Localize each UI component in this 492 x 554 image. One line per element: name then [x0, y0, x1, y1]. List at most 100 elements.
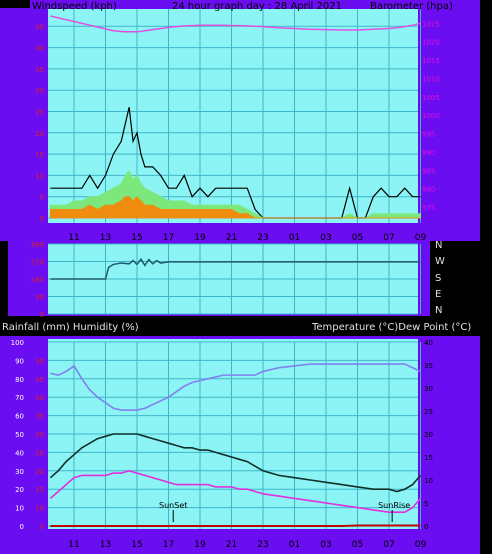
wind-y-tick: 30 [35, 87, 44, 95]
humidity-y-tick: 20 [15, 486, 24, 494]
humidity-y-tick: 60 [15, 413, 24, 421]
temp-x-tick: 21 [226, 540, 237, 550]
humidity-y-tick: 40 [15, 449, 24, 457]
barometer-y-tick: 990 [422, 149, 435, 157]
rain-y-tick: 25 [35, 449, 44, 457]
wind-y-tick: 0 [40, 215, 44, 223]
rain-y-tick: 30 [35, 431, 44, 439]
barometer-y-tick: 1015 [422, 57, 440, 65]
barometer-axis-title: Barometer (hpa) [370, 1, 453, 12]
temp-x-tick: 19 [194, 540, 206, 550]
rain-humidity-axis-title: Rainfall (mm) Humidity (%) [2, 322, 139, 333]
barometer-y-tick: 1000 [422, 112, 440, 120]
compass-label-w: W [435, 256, 445, 267]
barometer-y-tick: 1005 [422, 94, 440, 102]
temp-x-tick: 05 [352, 540, 363, 550]
temp-series [49, 363, 422, 527]
temperature-line [49, 433, 422, 493]
wind-axis-title: Windspeed (kph) [32, 1, 117, 12]
humidity-y-tick: 50 [15, 431, 24, 439]
barometer-y-tick: 975 [422, 204, 435, 212]
direction-series [50, 257, 421, 280]
humidity-y-tick: 70 [15, 394, 24, 402]
temp-x-tick: 09 [415, 540, 427, 550]
wind-x-tick: 19 [194, 233, 206, 243]
temp-x-tick: 01 [289, 540, 300, 550]
compass-label-s: S [435, 273, 441, 284]
humidity-line [50, 363, 421, 411]
temp-x-tick: 07 [383, 540, 394, 550]
temp-dew-axis-title: Temperature (°C)Dew Point (°C) [311, 322, 471, 333]
sunrise-label: SunRise [378, 501, 410, 510]
sunset-label: SunSet [159, 501, 187, 510]
temp-x-tick: 15 [131, 540, 142, 550]
wind-series [49, 15, 421, 219]
rain-y-tick: 10 [35, 505, 44, 513]
humidity-y-tick: 30 [15, 468, 24, 476]
wind-x-tick: 11 [68, 233, 79, 243]
barometer-y-tick: 995 [422, 131, 435, 139]
temp-x-tick: 17 [163, 540, 174, 550]
wind-y-tick: 25 [35, 109, 44, 117]
rain-y-tick: 35 [35, 413, 44, 421]
wind-y-tick: 15 [35, 151, 44, 159]
barometer-y-tick: 985 [422, 167, 435, 175]
wind-x-tick: 13 [100, 233, 111, 243]
barometer-line [50, 15, 421, 33]
barometer-y-tick: 1010 [422, 75, 440, 83]
compass-label-n-bottom: N [435, 305, 442, 316]
wind-x-tick: 05 [352, 233, 363, 243]
barometer-y-tick: 980 [422, 186, 435, 194]
rainfall-line [50, 524, 421, 527]
temp-y-tick: 10 [424, 477, 433, 485]
humidity-y-tick: 80 [15, 376, 24, 384]
direction-y-tick: 360 [31, 241, 44, 249]
temp-y-tick: 40 [424, 339, 433, 347]
wind-x-tick: 01 [289, 233, 300, 243]
dewpoint-line [49, 469, 422, 514]
rain-y-tick: 15 [35, 486, 44, 494]
compass-label-e: E [435, 289, 441, 300]
temp-y-tick: 5 [424, 500, 428, 508]
wind-y-tick: 35 [35, 66, 44, 74]
temp-y-tick: 25 [424, 408, 433, 416]
humidity-y-tick: 10 [15, 505, 24, 513]
temp-y-tick: 15 [424, 454, 433, 462]
temp-y-tick: 35 [424, 362, 433, 370]
direction-y-tick: 180 [31, 276, 44, 284]
wind-x-tick: 23 [257, 233, 268, 243]
humidity-y-tick: 100 [11, 339, 24, 347]
barometer-y-tick: 1025 [422, 20, 440, 28]
wind-minimum-area [49, 195, 421, 219]
temp-x-tick: 11 [68, 540, 79, 550]
chart-title: 24 hour graph day : 28 April 2021 [172, 1, 342, 12]
wind-y-tick: 45 [35, 23, 44, 31]
temp-x-tick: 03 [320, 540, 331, 550]
wind-x-tick: 17 [163, 233, 174, 243]
humidity-y-tick: 90 [15, 357, 24, 365]
temp-y-tick: 0 [424, 523, 428, 531]
wind-y-tick: 40 [35, 45, 44, 53]
wind-direction-line [50, 257, 421, 280]
header-bar [30, 0, 480, 9]
wind-x-tick: 15 [131, 233, 142, 243]
rain-y-tick: 0 [40, 523, 44, 531]
wind-x-tick: 09 [415, 233, 427, 243]
direction-y-tick: 270 [31, 259, 44, 267]
wind-y-tick: 10 [35, 172, 44, 180]
wind-plot-area [48, 5, 418, 223]
barometer-y-tick: 1020 [422, 39, 440, 47]
wind-y-tick: 20 [35, 130, 44, 138]
rain-y-tick: 45 [35, 376, 44, 384]
direction-y-tick: 0 [40, 311, 44, 319]
rain-y-tick: 20 [35, 468, 44, 476]
direction-y-tick: 90 [35, 294, 44, 302]
wind-y-tick: 5 [40, 194, 44, 202]
temp-y-tick: 30 [424, 385, 433, 393]
rain-y-tick: 50 [35, 357, 44, 365]
temp-x-tick: 13 [100, 540, 111, 550]
temp-y-tick: 20 [424, 431, 433, 439]
axis-labels: 0510152025303540455097598098599099510001… [11, 2, 440, 550]
wind-x-tick: 21 [226, 233, 237, 243]
